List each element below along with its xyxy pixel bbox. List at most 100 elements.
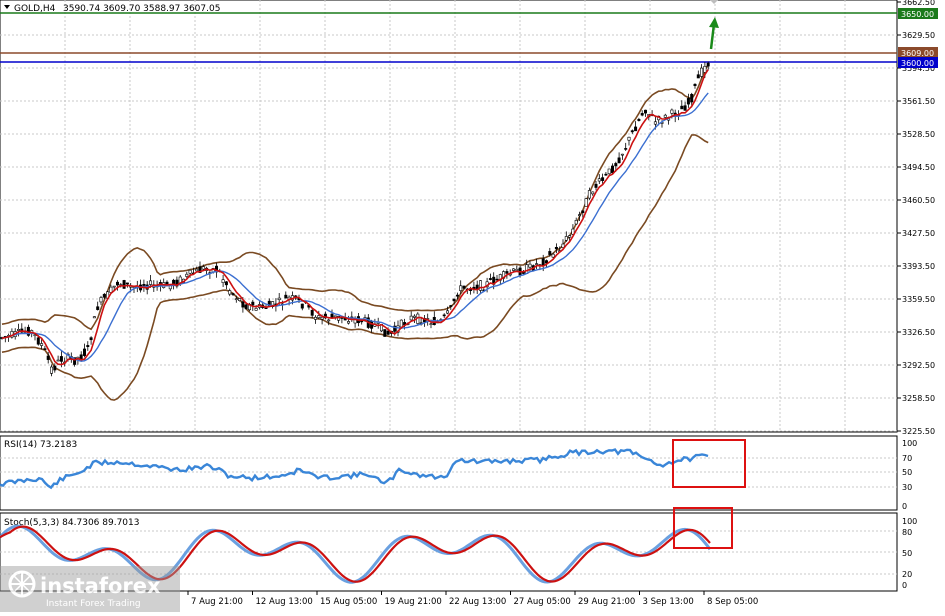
candle-body [327, 319, 331, 322]
candle-body [83, 348, 87, 356]
candle-body [568, 235, 572, 238]
candle-body [541, 258, 545, 266]
moving-average-fast [1, 69, 709, 366]
candle-body [627, 136, 631, 141]
price-tick-label: 3292.50 [902, 361, 935, 370]
candle-body [92, 316, 96, 319]
candle-body [577, 214, 581, 216]
candle-body [449, 305, 453, 307]
candle-body [412, 315, 416, 318]
candle-body [254, 308, 258, 311]
rsi-tick-30: 30 [902, 483, 912, 492]
level-tag-3609: 3609.00 [901, 49, 934, 58]
time-tick-label: 3 Sep 13:00 [643, 597, 694, 607]
candle-body [320, 317, 324, 320]
candle-body [112, 285, 116, 288]
candle-body [607, 168, 611, 175]
candle-body [594, 183, 598, 188]
dropdown-arrow-icon[interactable] [4, 5, 10, 9]
time-axis[interactable]: 7 Aug 21:00 12 Aug 13:00 15 Aug 05:00 19 Au… [187, 591, 758, 607]
bollinger-lower-band [1, 134, 709, 401]
instaforex-watermark: instaforex Instant Forex Trading [0, 566, 180, 612]
candle-body [452, 298, 456, 302]
candle-body [505, 271, 509, 274]
candle-body [313, 316, 317, 320]
stoch-signal-line [0, 525, 711, 583]
price-grid [0, 0, 897, 432]
candle-body [234, 298, 238, 301]
candle-body [53, 365, 57, 371]
price-tick-label: 3494.50 [902, 163, 935, 172]
candle-body [89, 337, 93, 341]
candle-body [317, 315, 321, 318]
candle-body [238, 298, 242, 302]
rsi-axis: 100 70 50 30 0 [902, 439, 917, 511]
stoch-label: Stoch(5,3,3) 84.7306 89.7013 [4, 518, 139, 528]
candle-body [574, 220, 578, 225]
stochastic-panel[interactable]: Stoch(5,3,3) 84.7306 89.7013 [0, 507, 898, 592]
candle-body [393, 325, 397, 332]
candle-body [277, 297, 281, 301]
candle-body [597, 178, 601, 182]
candle-body [690, 93, 694, 103]
candle-body [459, 285, 463, 291]
candle-body [445, 310, 449, 314]
candle-body [36, 337, 40, 345]
time-tick-label: 19 Aug 21:00 [385, 597, 442, 607]
candle-body [548, 251, 552, 255]
candle-body [330, 313, 334, 318]
candle-body [610, 165, 614, 174]
candle-body [535, 263, 539, 265]
candle-body [96, 306, 100, 310]
candle-body [686, 98, 690, 105]
stoch-tick-0: 0 [902, 581, 907, 590]
candle-body [591, 191, 595, 195]
candle-body [630, 130, 634, 133]
price-tick-label: 3258.50 [902, 394, 935, 403]
candle-body [201, 266, 205, 270]
candle-body [706, 62, 710, 67]
candle-body [696, 74, 700, 79]
price-tick-label: 3561.50 [902, 97, 935, 106]
candle-body [333, 315, 337, 318]
candle-body [564, 236, 568, 241]
candle-body [383, 329, 387, 337]
candle-body [462, 285, 466, 289]
time-tick-label: 22 Aug 13:00 [449, 597, 506, 607]
rsi-label: RSI(14) 73.2183 [4, 440, 77, 450]
candle-body [693, 83, 697, 87]
candle-body [99, 297, 103, 303]
main-price-panel[interactable]: GOLD,H4 3590.74 3609.70 3588.97 3607.05 [0, 0, 898, 433]
ohlc-values: 3590.74 3609.70 3588.97 3607.05 [63, 4, 220, 14]
stoch-tick-80: 80 [902, 528, 912, 537]
candle-body [43, 348, 47, 350]
candle-body [442, 314, 446, 317]
candle-body [511, 268, 515, 271]
candle-body [228, 290, 232, 295]
stoch-tick-50: 50 [902, 549, 912, 558]
candle-body [515, 268, 519, 271]
rsi-highlight-box [672, 439, 746, 488]
candle-body [300, 303, 304, 309]
candle-body [620, 153, 624, 156]
candle-body [587, 190, 591, 199]
symbol-label: GOLD,H4 [14, 4, 56, 14]
candle-body [683, 105, 687, 111]
candle-body [241, 301, 245, 308]
rsi-panel[interactable]: RSI(14) 73.2183 [0, 435, 898, 511]
candle-body [122, 280, 126, 289]
price-axis[interactable]: 3662.50 3629.50 3594.50 3561.50 3528.50 3494.… [897, 0, 935, 436]
price-tick-label: 3225.50 [902, 427, 935, 436]
candle-body [551, 253, 555, 258]
candle-body [284, 294, 288, 299]
candle-body [244, 304, 248, 310]
candle-body [478, 280, 482, 291]
time-tick-label: 29 Aug 21:00 [578, 597, 635, 607]
candle-body [663, 114, 667, 118]
time-tick-label: 7 Aug 21:00 [191, 597, 243, 607]
candle-body [79, 354, 83, 360]
candle-body [604, 173, 608, 176]
candle-body [700, 67, 704, 77]
candle-body [102, 294, 106, 298]
